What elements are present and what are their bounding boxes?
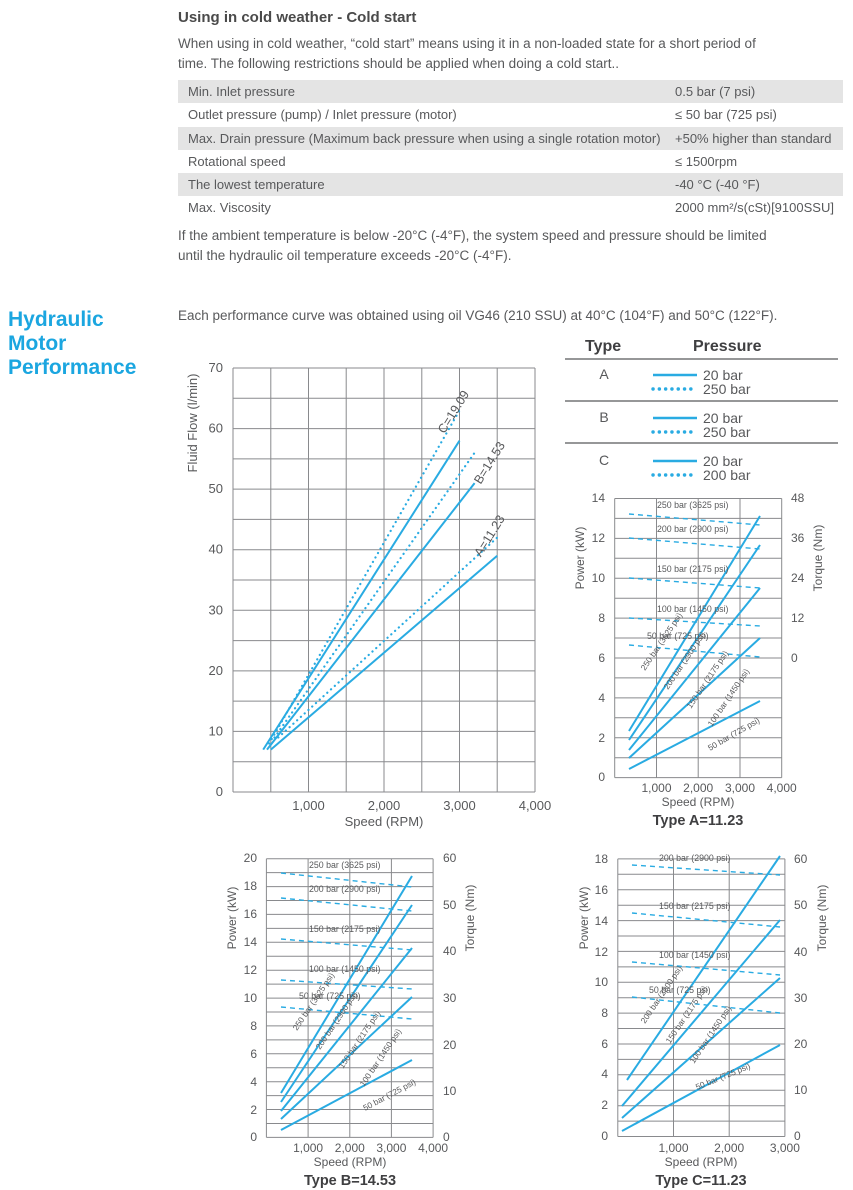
svg-text:Torque (Nm): Torque (Nm) — [815, 885, 829, 952]
svg-text:Power (kW): Power (kW) — [577, 887, 591, 950]
svg-text:6: 6 — [601, 1037, 608, 1051]
svg-text:1,000: 1,000 — [658, 1141, 688, 1155]
svg-text:Speed (RPM): Speed (RPM) — [665, 1155, 738, 1169]
svg-text:0: 0 — [601, 1129, 608, 1143]
svg-text:14: 14 — [595, 914, 609, 928]
svg-text:50: 50 — [794, 898, 808, 912]
svg-text:2,000: 2,000 — [714, 1141, 744, 1155]
svg-text:200 bar (2900 psi): 200 bar (2900 psi) — [659, 853, 730, 863]
svg-text:8: 8 — [601, 1006, 608, 1020]
svg-text:2: 2 — [601, 1098, 608, 1112]
svg-text:20: 20 — [794, 1037, 808, 1051]
svg-text:40: 40 — [794, 945, 808, 959]
svg-text:4: 4 — [601, 1067, 608, 1081]
svg-text:60: 60 — [794, 852, 808, 866]
svg-text:12: 12 — [595, 945, 609, 959]
svg-text:50 bar (725 psi): 50 bar (725 psi) — [694, 1061, 752, 1092]
svg-text:16: 16 — [595, 883, 609, 897]
svg-text:18: 18 — [595, 852, 609, 866]
svg-text:100 bar (1450 psi): 100 bar (1450 psi) — [659, 950, 730, 960]
svg-text:10: 10 — [794, 1083, 808, 1097]
svg-text:3,000: 3,000 — [770, 1141, 800, 1155]
svg-text:30: 30 — [794, 991, 808, 1005]
svg-text:150 bar (2175 psi): 150 bar (2175 psi) — [659, 901, 730, 911]
svg-text:10: 10 — [595, 975, 609, 989]
svg-text:Type C=11.23: Type C=11.23 — [655, 1173, 746, 1189]
